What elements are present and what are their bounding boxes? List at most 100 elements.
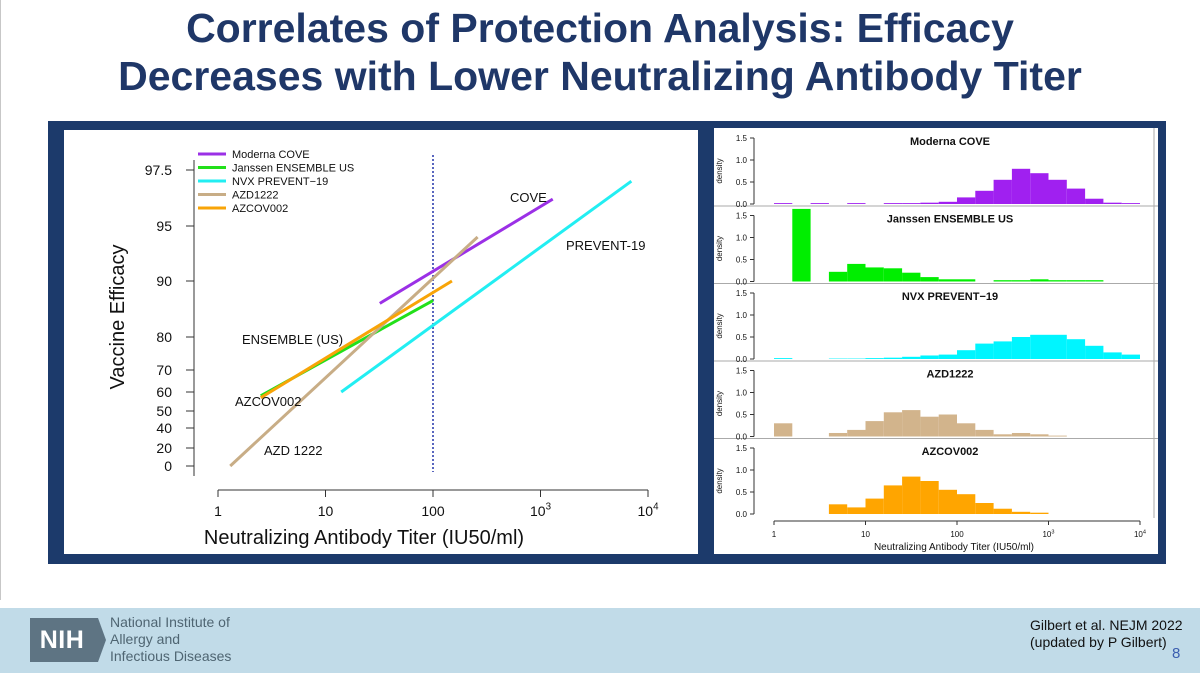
histogram-bar (1048, 334, 1067, 359)
histogram-bar (883, 268, 903, 282)
slide-left-rule (0, 0, 1, 600)
institute-line: National Institute of (110, 614, 230, 630)
histogram-bar (1085, 280, 1104, 282)
panel-title: NVX PREVENT−19 (902, 291, 998, 303)
histogram-bar (920, 355, 939, 359)
density-x-tick-label: 1 (772, 530, 777, 539)
density-y-axis-title: density (715, 158, 724, 183)
histogram-bar (938, 414, 957, 437)
histogram-bar (993, 341, 1012, 359)
histogram-bar (1030, 334, 1049, 359)
density-x-tick-label: 104 (1134, 529, 1146, 539)
panel-title: AZCOV002 (922, 446, 979, 458)
series-annotation: ENSEMBLE (US) (242, 332, 343, 347)
histogram-bar (774, 203, 793, 204)
histogram-bar (920, 277, 939, 282)
institute-line: Allergy and (110, 631, 181, 647)
slide-title-line1: Correlates of Protection Analysis: Effic… (186, 5, 1014, 51)
density-y-tick-label: 1.0 (736, 156, 748, 165)
citation-line: (updated by P Gilbert) (1030, 634, 1167, 650)
y-tick-label: 0 (164, 458, 172, 474)
y-tick-label: 97.5 (145, 162, 172, 178)
series-annotation: AZCOV002 (235, 394, 301, 409)
histogram-bar (847, 507, 866, 514)
histogram-bar (1030, 173, 1049, 204)
slide-title: Correlates of Protection Analysis: Effic… (0, 4, 1200, 100)
histogram-bar (1030, 434, 1049, 437)
x-tick-label: 100 (421, 503, 445, 519)
histogram-bar (883, 485, 903, 514)
histogram-bar (938, 279, 957, 282)
y-axis-title: Vaccine Efficacy (107, 245, 129, 390)
series-annotation: COVE (510, 190, 547, 205)
density-y-axis-title: density (715, 236, 724, 261)
histogram-bar (1103, 352, 1122, 359)
density-x-tick-label: 100 (950, 530, 964, 539)
histogram-bar (1066, 339, 1086, 359)
series-line (340, 179, 633, 394)
slide-title-line2: Decreases with Lower Neutralizing Antibo… (118, 53, 1082, 99)
histogram-bar (957, 423, 976, 437)
y-tick-label: 40 (156, 420, 172, 436)
efficacy-plot: 0 20 40 50 60 70 80 90 95 97.5 1 10 100 103 104 Neutral… (64, 130, 698, 554)
density-y-tick-label: 1.0 (736, 311, 748, 320)
y-tick-label: 70 (156, 362, 172, 378)
histogram-bar (975, 343, 994, 359)
histogram-bar (993, 179, 1012, 204)
panel-title: Janssen ENSEMBLE US (887, 214, 1014, 226)
histogram-bar (1066, 188, 1086, 204)
density-x-axis-title: Neutralizing Antibody Titer (IU50/ml) (874, 542, 1034, 553)
histogram-bar (774, 358, 793, 359)
page-number: 8 (1172, 645, 1181, 662)
histogram-bar (1011, 168, 1031, 204)
panel-title: Moderna COVE (910, 136, 990, 148)
y-tick-label: 80 (156, 329, 172, 345)
histogram-bar (1121, 354, 1140, 359)
density-y-tick-label: 0.5 (736, 178, 748, 187)
x-tick-label: 104 (637, 502, 659, 519)
x-tick-label: 1 (214, 503, 222, 519)
histogram-bar (774, 423, 793, 437)
institute-name: National Institute of Allergy and Infect… (110, 614, 231, 665)
y-tick-label: 95 (156, 218, 172, 234)
histogram-bar (883, 203, 903, 204)
histogram-bar (828, 432, 848, 437)
density-y-tick-label: 0.0 (736, 433, 748, 442)
density-y-tick-label: 1.5 (736, 289, 748, 298)
series-annotation: PREVENT-19 (566, 238, 645, 253)
histogram-bar (975, 190, 994, 204)
series-line (259, 279, 453, 399)
density-y-tick-label: 0.5 (736, 488, 748, 497)
density-y-tick-label: 0.0 (736, 200, 748, 209)
histogram-bar (920, 481, 939, 514)
histogram-bar (938, 354, 957, 359)
histogram-bar (865, 358, 884, 359)
histogram-bar (938, 201, 957, 204)
histogram-bar (920, 416, 939, 437)
citation-line: Gilbert et al. NEJM 2022 (1030, 617, 1183, 633)
histogram-bar (1030, 279, 1049, 282)
legend-label: AZD1222 (232, 190, 278, 202)
density-y-tick-label: 0.5 (736, 256, 748, 265)
density-y-axis-title: density (715, 313, 724, 338)
density-y-axis-title: density (715, 468, 724, 493)
nih-logo-slant (94, 618, 106, 662)
density-y-tick-label: 0.0 (736, 278, 748, 287)
y-tick-label: 20 (156, 440, 172, 456)
histogram-bar (1048, 435, 1067, 437)
histogram-bar (1011, 280, 1031, 282)
histogram-bar (828, 271, 848, 282)
histogram-bar (792, 208, 811, 282)
histogram-bar (865, 498, 884, 514)
histogram-bar (957, 494, 976, 514)
histogram-bar (957, 197, 976, 204)
histogram-bar (920, 202, 939, 204)
density-y-tick-label: 0.5 (736, 411, 748, 420)
histogram-bar (902, 410, 921, 437)
y-tick-label: 50 (156, 403, 172, 419)
density-plot: 0.0 0.5 1.0 1.5 density Moderna COVE 0.0 0.5 1.0… (714, 128, 1158, 554)
y-tick-label: 90 (156, 273, 172, 289)
density-x-tick-label: 10 (861, 530, 870, 539)
x-axis-title: Neutralizing Antibody Titer (IU50/ml) (204, 527, 524, 549)
density-y-tick-label: 1.5 (736, 134, 748, 143)
